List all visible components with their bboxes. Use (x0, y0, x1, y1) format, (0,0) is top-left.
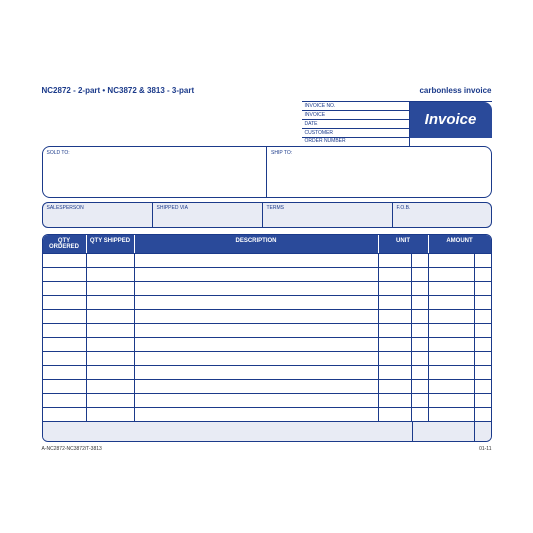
table-row (43, 295, 491, 309)
items-table: QTY ORDERED QTY SHIPPED DESCRIPTION UNIT… (42, 234, 492, 442)
invoice-form: NC2872 - 2-part • NC3872 & 3813 - 3-part… (28, 74, 506, 460)
table-row (43, 393, 491, 407)
table-row (43, 351, 491, 365)
sold-to-label: SOLD TO: (43, 147, 268, 197)
table-row (43, 253, 491, 267)
meta-order-number: ORDER NUMBER (302, 138, 409, 146)
total-row (43, 421, 491, 441)
top-line: NC2872 - 2-part • NC3872 & 3813 - 3-part… (42, 86, 492, 95)
salesperson-label: SALESPERSON (43, 203, 153, 227)
table-row (43, 281, 491, 295)
table-row (43, 309, 491, 323)
table-row (43, 407, 491, 421)
col-unit: UNIT (379, 235, 429, 253)
col-qty-shipped: QTY SHIPPED (87, 235, 135, 253)
meta-date: DATE (302, 120, 409, 129)
col-description: DESCRIPTION (135, 235, 379, 253)
ship-info-row: SALESPERSON SHIPPED VIA TERMS F.O.B. (42, 202, 492, 228)
table-row (43, 267, 491, 281)
items-header: QTY ORDERED QTY SHIPPED DESCRIPTION UNIT… (43, 235, 491, 253)
fob-label: F.O.B. (393, 203, 491, 227)
col-qty-ordered: QTY ORDERED (43, 235, 87, 253)
invoice-badge: Invoice (410, 102, 492, 138)
footer-left: A-NC2872-NC3872/T-3813 (42, 446, 102, 452)
col-amount: AMOUNT (429, 235, 491, 253)
meta-invoice: INVOICE (302, 111, 409, 120)
meta-invoice-no: INVOICE NO. (302, 102, 409, 111)
footer: A-NC2872-NC3872/T-3813 01-11 (42, 446, 492, 452)
table-row (43, 365, 491, 379)
terms-label: TERMS (263, 203, 393, 227)
table-row (43, 323, 491, 337)
table-row (43, 379, 491, 393)
meta-customer: CUSTOMER (302, 129, 409, 138)
table-row (43, 337, 491, 351)
footer-right: 01-11 (479, 446, 491, 452)
product-codes: NC2872 - 2-part • NC3872 & 3813 - 3-part (42, 86, 195, 95)
address-block: SOLD TO: SHIP TO: (42, 146, 492, 198)
ship-to-label: SHIP TO: (267, 147, 491, 197)
carbonless-label: carbonless invoice (419, 86, 491, 95)
meta-row: INVOICE NO. INVOICE DATE CUSTOMER ORDER … (42, 101, 492, 146)
items-body (43, 253, 491, 421)
meta-labels: INVOICE NO. INVOICE DATE CUSTOMER ORDER … (302, 102, 410, 146)
shipped-via-label: SHIPPED VIA (153, 203, 263, 227)
meta-box: INVOICE NO. INVOICE DATE CUSTOMER ORDER … (302, 101, 492, 146)
